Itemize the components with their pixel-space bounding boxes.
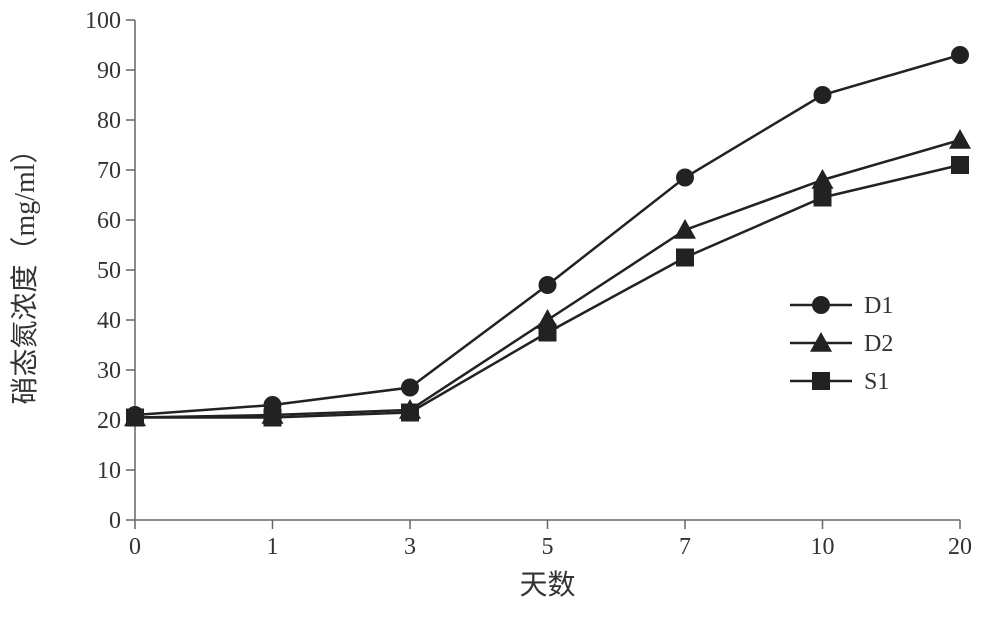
- series-line-D1: [135, 55, 960, 415]
- y-tick-label: 20: [97, 408, 121, 434]
- legend-label-S1: S1: [864, 369, 889, 395]
- marker-circle-icon: [539, 276, 557, 294]
- y-tick-label: 10: [97, 458, 121, 484]
- x-tick-label: 0: [129, 534, 141, 560]
- x-tick-label: 10: [811, 534, 835, 560]
- marker-circle-icon: [264, 396, 282, 414]
- y-tick-label: 70: [97, 158, 121, 184]
- y-tick-label: 90: [97, 58, 121, 84]
- x-tick-label: 20: [948, 534, 972, 560]
- x-tick-label: 3: [404, 534, 416, 560]
- x-tick-label: 7: [679, 534, 691, 560]
- marker-circle-icon: [814, 86, 832, 104]
- marker-square-icon: [676, 249, 694, 267]
- x-tick-label: 1: [267, 534, 279, 560]
- marker-circle-icon: [812, 296, 830, 314]
- y-tick-label: 40: [97, 308, 121, 334]
- marker-triangle-icon: [949, 129, 971, 149]
- y-tick-label: 0: [109, 508, 121, 534]
- marker-circle-icon: [951, 46, 969, 64]
- y-tick-label: 60: [97, 208, 121, 234]
- marker-triangle-icon: [537, 309, 559, 329]
- y-tick-label: 100: [85, 8, 121, 34]
- y-tick-label: 80: [97, 108, 121, 134]
- marker-square-icon: [812, 372, 830, 390]
- marker-circle-icon: [676, 169, 694, 187]
- marker-square-icon: [814, 189, 832, 207]
- y-tick-label: 30: [97, 358, 121, 384]
- marker-circle-icon: [401, 379, 419, 397]
- marker-triangle-icon: [674, 219, 696, 239]
- y-tick-label: 50: [97, 258, 121, 284]
- legend-label-D2: D2: [864, 331, 893, 357]
- x-tick-label: 5: [542, 534, 554, 560]
- y-axis-title: 硝态氮浓度（mg/ml）: [9, 135, 41, 404]
- line-chart: 0 10 20 30 40 50 60 70 80 90 100 0 1 3 5 7 10 20 硝态氮浓度（mg/…: [0, 0, 1000, 632]
- x-axis-title: 天数: [519, 569, 575, 601]
- marker-circle-icon: [126, 406, 144, 424]
- marker-square-icon: [951, 156, 969, 174]
- chart-container: 0 10 20 30 40 50 60 70 80 90 100 0 1 3 5 7 10 20 硝态氮浓度（mg/…: [0, 0, 1000, 632]
- legend-label-D1: D1: [864, 293, 893, 319]
